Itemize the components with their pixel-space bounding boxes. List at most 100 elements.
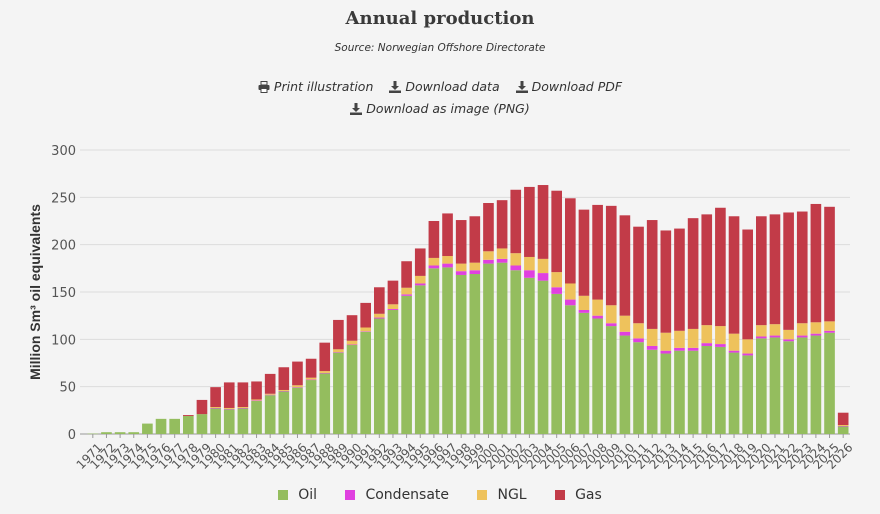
bar-gas-1993[interactable]: [387, 280, 399, 305]
bar-gas-1994[interactable]: [401, 261, 412, 288]
bar-oil-1976[interactable]: [155, 418, 167, 434]
bar-ngl-1990[interactable]: [346, 340, 358, 345]
bar-ngl-2008[interactable]: [592, 299, 603, 316]
legend-item-condensate[interactable]: Condensate: [345, 487, 449, 503]
bar-oil-2000[interactable]: [483, 263, 494, 434]
bar-condensate-2005[interactable]: [551, 287, 562, 294]
bar-ngl-2011[interactable]: [633, 323, 644, 339]
bar-ngl-1997[interactable]: [442, 256, 453, 264]
bar-ngl-2000[interactable]: [483, 251, 494, 260]
bar-oil-2013[interactable]: [660, 353, 672, 434]
bar-ngl-1991[interactable]: [360, 327, 371, 332]
bar-oil-2016[interactable]: [701, 345, 713, 434]
bar-gas-1990[interactable]: [346, 315, 358, 341]
bar-ngl-2012[interactable]: [646, 328, 658, 346]
bar-gas-2008[interactable]: [592, 204, 603, 300]
bar-ngl-1980[interactable]: [210, 407, 221, 408]
bar-condensate-2013[interactable]: [660, 350, 672, 354]
bar-ngl-2014[interactable]: [674, 330, 685, 348]
bar-gas-1989[interactable]: [333, 319, 344, 350]
bar-gas-2022[interactable]: [783, 212, 794, 330]
bar-gas-1985[interactable]: [278, 367, 290, 390]
bar-condensate-1999[interactable]: [469, 270, 481, 275]
bar-oil-1986[interactable]: [292, 387, 303, 434]
bar-gas-2010[interactable]: [619, 215, 631, 316]
bar-condensate-2015[interactable]: [687, 347, 699, 351]
bar-gas-1999[interactable]: [469, 216, 481, 263]
bar-gas-2025[interactable]: [824, 206, 835, 322]
bar-gas-1992[interactable]: [374, 287, 385, 314]
bar-ngl-2022[interactable]: [783, 329, 794, 340]
bar-condensate-1992[interactable]: [374, 317, 385, 319]
bar-condensate-1991[interactable]: [360, 331, 371, 332]
bar-gas-2001[interactable]: [496, 200, 508, 249]
bar-oil-1982[interactable]: [237, 408, 249, 434]
bar-ngl-2021[interactable]: [769, 324, 781, 336]
bar-condensate-1985[interactable]: [278, 390, 290, 392]
bar-gas-1983[interactable]: [251, 381, 262, 400]
bar-oil-1977[interactable]: [169, 418, 180, 434]
bar-oil-1979[interactable]: [196, 414, 208, 434]
bar-oil-2019[interactable]: [742, 355, 753, 434]
bar-condensate-1986[interactable]: [292, 387, 303, 388]
bar-oil-1994[interactable]: [401, 295, 412, 434]
bar-gas-2005[interactable]: [551, 190, 562, 273]
bar-oil-1985[interactable]: [278, 391, 290, 434]
bar-ngl-2007[interactable]: [578, 295, 590, 310]
bar-condensate-2019[interactable]: [742, 353, 753, 356]
bar-ngl-2013[interactable]: [660, 332, 672, 351]
bar-oil-2025[interactable]: [824, 332, 835, 434]
bar-condensate-1995[interactable]: [414, 283, 426, 286]
bar-ngl-2024[interactable]: [810, 322, 822, 334]
bar-condensate-1984[interactable]: [264, 394, 276, 396]
bar-ngl-1995[interactable]: [414, 275, 426, 284]
bar-condensate-2025[interactable]: [824, 330, 835, 333]
bar-gas-2024[interactable]: [810, 203, 822, 323]
bar-gas-2011[interactable]: [633, 226, 644, 324]
bar-oil-2003[interactable]: [524, 277, 535, 434]
bar-oil-1991[interactable]: [360, 331, 371, 434]
bar-ngl-2026[interactable]: [837, 425, 849, 426]
bar-ngl-2017[interactable]: [715, 326, 726, 345]
bar-condensate-1981[interactable]: [223, 408, 235, 410]
bar-gas-1996[interactable]: [428, 221, 440, 258]
bar-oil-2011[interactable]: [633, 342, 644, 434]
bar-condensate-2020[interactable]: [756, 336, 767, 339]
bar-gas-2016[interactable]: [701, 214, 713, 326]
bar-ngl-1996[interactable]: [428, 257, 440, 266]
bar-oil-1984[interactable]: [264, 395, 276, 434]
bar-oil-2014[interactable]: [674, 350, 685, 434]
bar-gas-2015[interactable]: [687, 218, 699, 329]
bar-condensate-1997[interactable]: [442, 263, 453, 268]
bar-oil-1971[interactable]: [87, 433, 99, 435]
bar-gas-2002[interactable]: [510, 189, 522, 254]
bar-gas-1980[interactable]: [210, 387, 221, 408]
bar-gas-1998[interactable]: [455, 220, 467, 264]
bar-gas-2012[interactable]: [646, 220, 658, 329]
bar-ngl-1993[interactable]: [387, 304, 399, 310]
bar-condensate-2022[interactable]: [783, 339, 794, 342]
bar-ngl-2006[interactable]: [565, 283, 576, 300]
bar-condensate-2024[interactable]: [810, 333, 822, 336]
bar-condensate-2021[interactable]: [769, 335, 781, 338]
bar-oil-1983[interactable]: [251, 400, 262, 434]
bar-oil-1993[interactable]: [387, 309, 399, 434]
bar-condensate-1990[interactable]: [346, 344, 358, 346]
bar-condensate-1996[interactable]: [428, 265, 440, 269]
bar-condensate-1982[interactable]: [237, 407, 249, 409]
bar-ngl-2016[interactable]: [701, 325, 713, 344]
bar-condensate-2023[interactable]: [796, 335, 808, 338]
bar-gas-2006[interactable]: [565, 198, 576, 284]
bar-oil-1997[interactable]: [442, 267, 453, 434]
bar-oil-2018[interactable]: [728, 352, 740, 434]
bar-ngl-2002[interactable]: [510, 253, 522, 266]
bar-condensate-1983[interactable]: [251, 400, 262, 401]
bar-gas-2018[interactable]: [728, 216, 740, 334]
bar-condensate-1994[interactable]: [401, 294, 412, 296]
bar-gas-1997[interactable]: [442, 213, 453, 257]
bar-gas-2004[interactable]: [537, 185, 549, 259]
bar-ngl-2003[interactable]: [524, 256, 535, 271]
bar-condensate-1993[interactable]: [387, 309, 399, 310]
bar-gas-1988[interactable]: [319, 342, 331, 372]
bar-oil-2007[interactable]: [578, 312, 590, 434]
